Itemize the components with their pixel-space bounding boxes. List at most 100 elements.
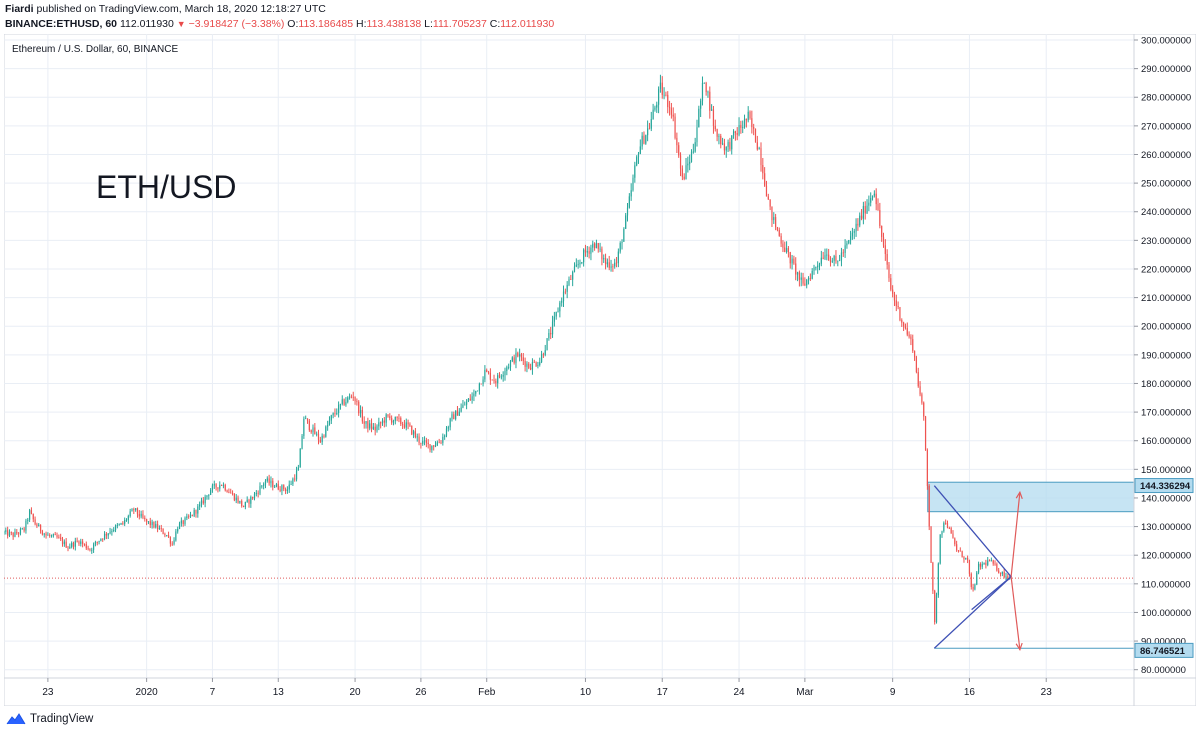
candle-body: [892, 289, 894, 294]
x-tick-label: 7: [210, 687, 216, 698]
tradingview-logo-icon[interactable]: [6, 712, 26, 726]
candle-body: [500, 376, 502, 378]
candle-body: [182, 520, 184, 524]
candle-body: [38, 524, 40, 527]
chart-area[interactable]: 300.000000 290.000000 280.000000 270.000000…: [3, 33, 1197, 707]
candle-body: [775, 217, 777, 228]
candle-body: [979, 563, 982, 567]
candle-body: [667, 94, 669, 108]
candle-body: [71, 542, 73, 547]
candle-body: [317, 433, 320, 440]
candle-body: [467, 398, 470, 402]
candle-body: [820, 257, 822, 264]
candle-body: [780, 235, 782, 244]
candle-body: [740, 125, 742, 128]
candle-body: [361, 410, 363, 422]
candle-body: [195, 509, 197, 514]
x-axis[interactable]: 23 2020 7 13 20 26 Feb 10 17 24 Mar 9 16 23: [42, 678, 1052, 698]
candle-body: [363, 421, 365, 424]
candle-body: [347, 397, 349, 402]
candle-body: [745, 118, 747, 121]
zone-layer: [927, 481, 1135, 649]
chart-annotation-text[interactable]: ETH/USD: [96, 169, 236, 205]
candle-body: [573, 266, 576, 272]
candle-body: [442, 436, 444, 443]
candle-body: [473, 393, 475, 397]
candle-body: [736, 133, 738, 135]
candle-body: [103, 533, 106, 539]
candle-body: [476, 390, 479, 392]
candle-body: [588, 251, 590, 254]
candle-body: [818, 263, 821, 266]
candle-body: [515, 352, 517, 363]
candle-body: [815, 267, 817, 269]
open-value: 113.186485: [298, 18, 354, 30]
candle-body: [519, 354, 521, 357]
candle-body: [376, 426, 378, 431]
candle-body: [177, 528, 179, 532]
y-tick-label: 190.000000: [1141, 350, 1191, 361]
candle-body: [967, 557, 969, 560]
candle-body: [389, 416, 391, 419]
x-tick-label: Mar: [796, 687, 814, 698]
candle-body: [756, 142, 758, 150]
y-axis[interactable]: 300.000000 290.000000 280.000000 270.000000…: [1134, 36, 1191, 677]
candle-body: [625, 215, 627, 229]
candle-body: [899, 307, 901, 321]
candle-body: [178, 523, 181, 529]
candle-body: [69, 546, 71, 549]
candle-body: [530, 368, 532, 370]
candle-body: [928, 485, 930, 527]
candle-body: [694, 142, 696, 152]
candle-body: [1005, 576, 1007, 578]
y-tick-label: 90.000000: [1141, 637, 1186, 648]
candle-body: [559, 302, 561, 312]
candle-body: [663, 94, 665, 96]
triangle-inner-line: [971, 576, 1012, 611]
candle-body: [721, 143, 724, 145]
low-value: 111.705237: [432, 18, 487, 30]
y-tick-label: 240.000000: [1141, 207, 1191, 218]
candle-body: [455, 410, 457, 420]
author-name[interactable]: Fiardi: [5, 3, 34, 15]
candle-body: [489, 372, 491, 380]
candle-body: [848, 240, 850, 244]
price-badge-label: 144.336294: [1140, 481, 1191, 492]
candle-body: [963, 557, 965, 560]
candle-body: [109, 531, 111, 534]
candle-body: [657, 88, 660, 105]
chart-frame: [3, 33, 1197, 707]
price-chart[interactable]: 300.000000 290.000000 280.000000 270.000000…: [3, 33, 1197, 707]
candle-body: [946, 523, 949, 528]
candle-body: [762, 165, 764, 174]
candle-body: [290, 483, 292, 485]
candle-body: [879, 210, 881, 226]
candle-body: [528, 363, 530, 369]
candle-body: [471, 396, 473, 401]
candle-body: [83, 543, 86, 545]
candle-body: [711, 109, 713, 111]
candle-body: [418, 436, 420, 443]
x-tick-label: Feb: [478, 687, 496, 698]
candle-body: [870, 198, 872, 203]
resistance-zone: [927, 481, 1135, 513]
candle-body: [327, 424, 329, 427]
candle-body: [760, 148, 762, 166]
y-tick-label: 120.000000: [1141, 551, 1191, 562]
candle-body: [654, 107, 656, 110]
candle-body: [561, 301, 563, 303]
candle-body: [153, 521, 155, 528]
candle-body: [817, 265, 819, 268]
price-badge-bg: [1134, 478, 1194, 494]
candle-body: [328, 420, 331, 425]
candle-body: [310, 430, 312, 433]
candle-body: [844, 245, 846, 253]
footer-brand[interactable]: TradingView: [30, 713, 94, 725]
candle-body: [47, 534, 49, 536]
candle-body: [407, 422, 409, 425]
candle-body: [835, 255, 837, 262]
candle-body: [299, 448, 301, 468]
candle-body: [301, 435, 303, 449]
candle-body: [49, 534, 51, 536]
candle-body: [738, 125, 740, 135]
